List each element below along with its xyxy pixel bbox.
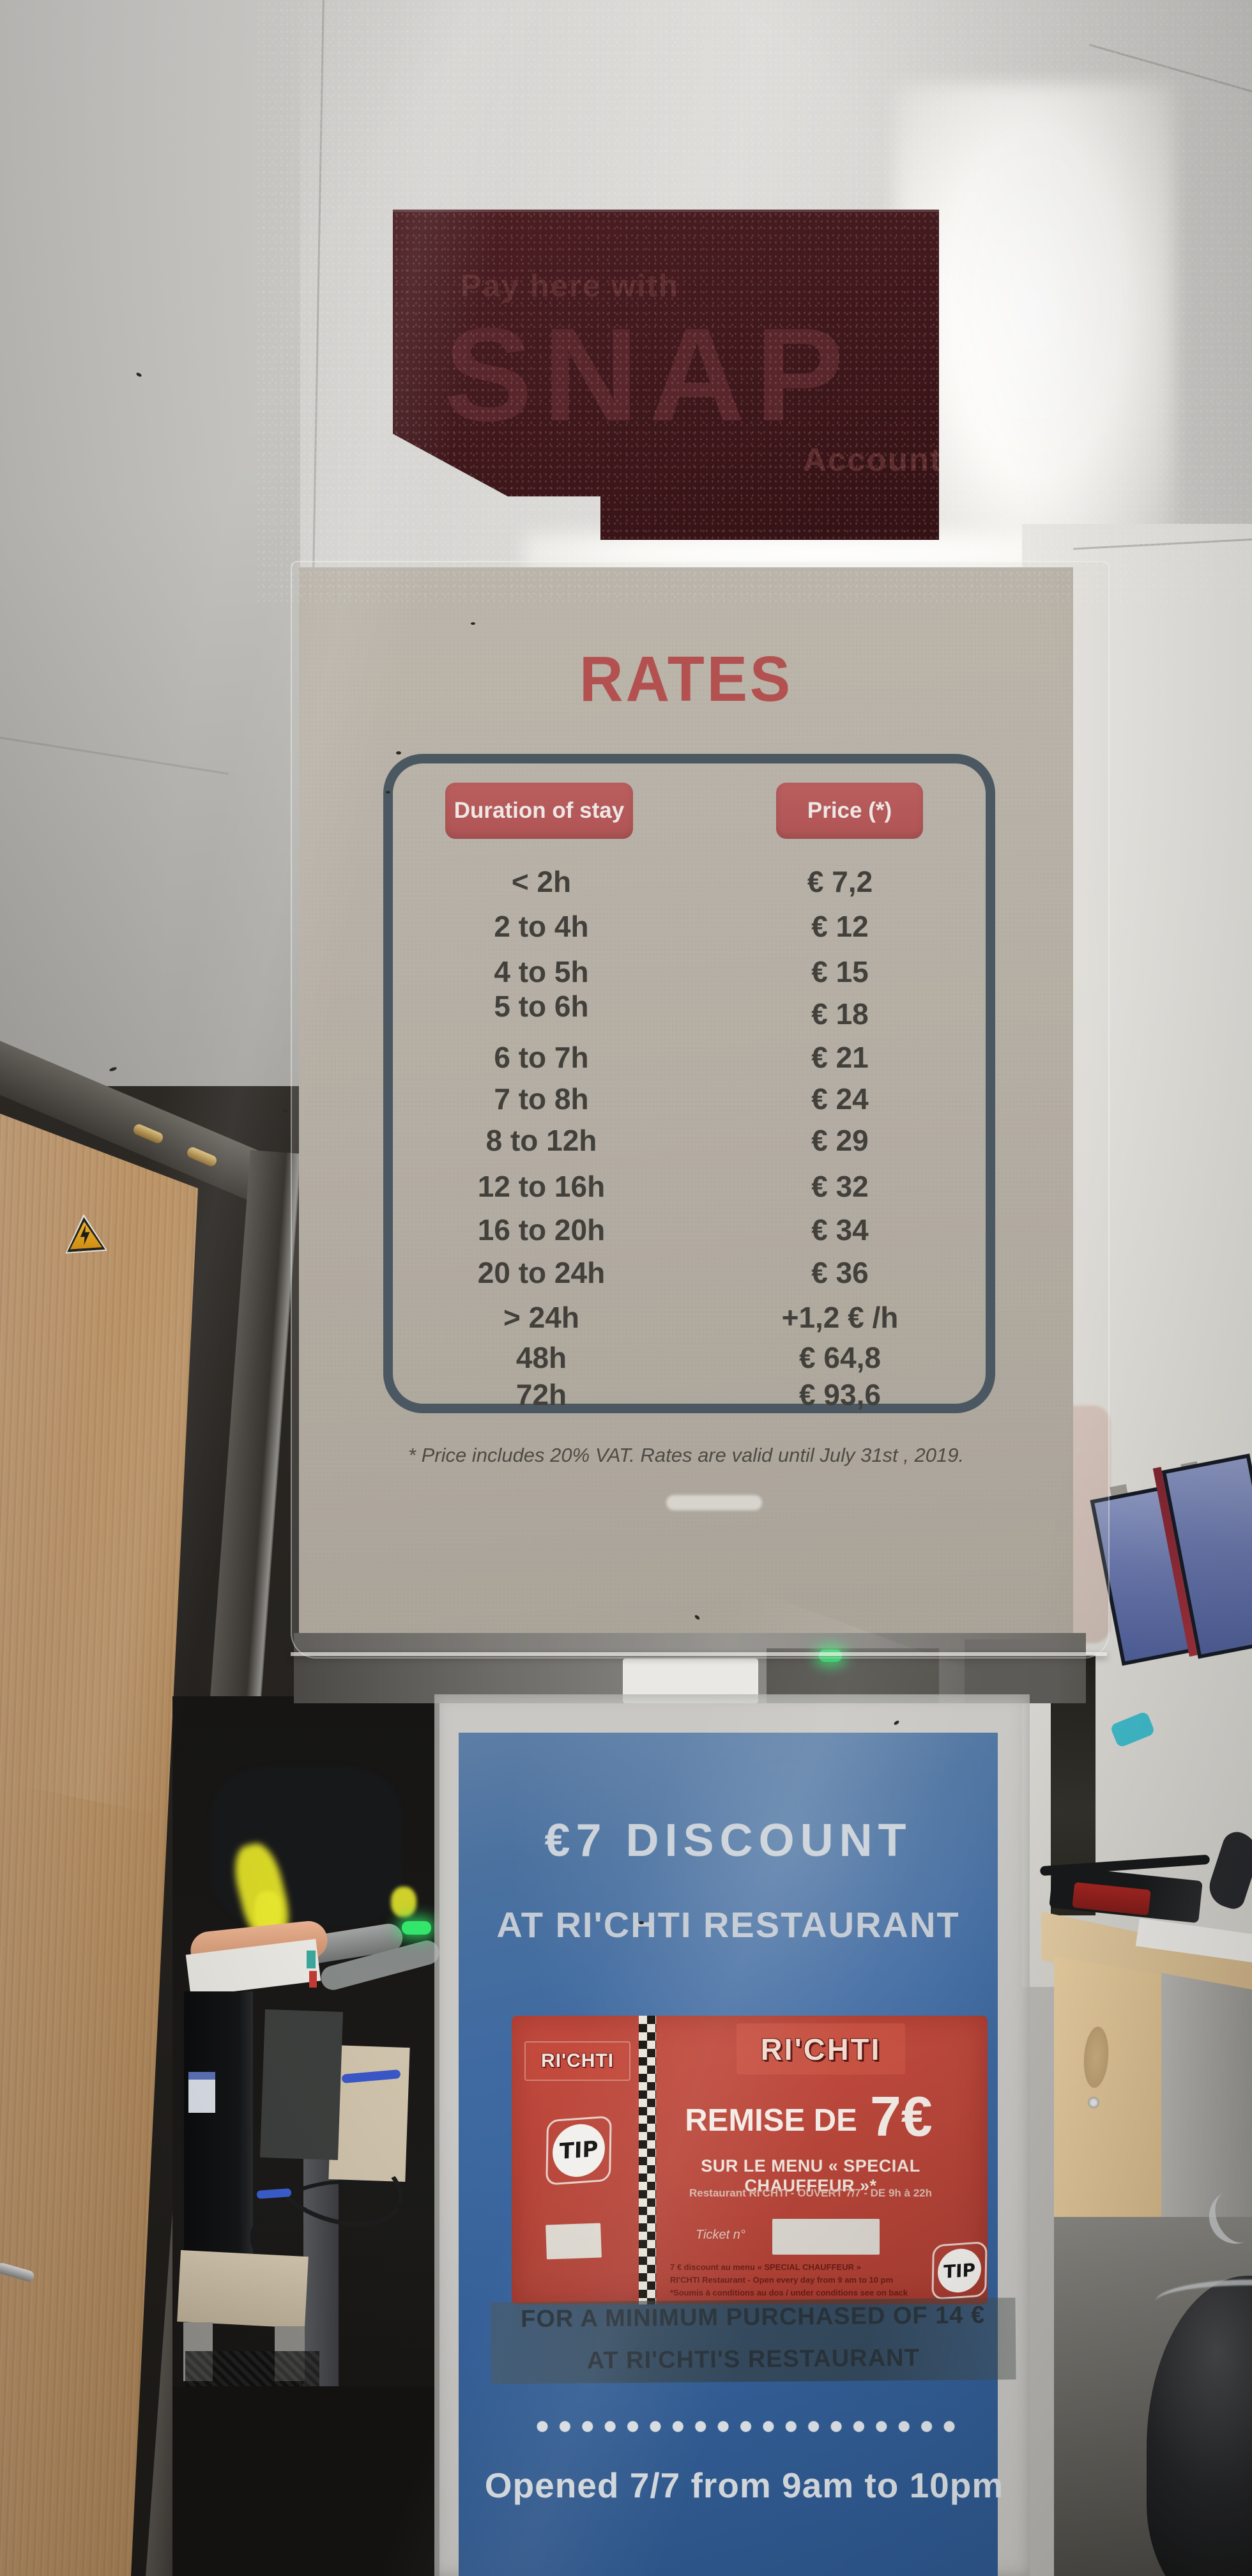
green-led xyxy=(402,1921,431,1935)
opening-hours: Opened 7/7 from 9am to 10pm xyxy=(473,2465,1016,2506)
coupon-fine-print: *Soumis à conditions au dos / under cond… xyxy=(670,2288,945,2297)
equipment-rack xyxy=(965,1639,1060,1703)
coupon-stub-brand: RI'CHTI xyxy=(524,2041,630,2081)
offer-prefix: REMISE DE xyxy=(685,2105,857,2142)
table-row: 20 to 24h€ 36 xyxy=(393,1255,986,1294)
glass-speck xyxy=(639,1921,644,1924)
column-header-price: Price (*) xyxy=(776,783,923,839)
table-row: 8 to 12h€ 29 xyxy=(393,1123,986,1162)
table-row: < 2h€ 7,2 xyxy=(393,864,986,903)
checker-divider xyxy=(639,2016,656,2304)
acrylic-holder-bottom-edge xyxy=(291,1652,1107,1656)
glass-sparkle xyxy=(256,0,1252,607)
sign-top-highlight xyxy=(393,210,939,212)
table-row: 5 to 6h€ 18 xyxy=(393,989,986,1031)
vat-footnote: * Price includes 20% VAT. Rates are vali… xyxy=(324,1444,1048,1467)
hi-vis-vest xyxy=(391,1887,416,1917)
ceiling-light-fixture xyxy=(894,83,1175,575)
offer-condition: SUR LE MENU « SPECIAL CHAUFFEUR »* xyxy=(657,2156,964,2196)
column-header-duration: Duration of stay xyxy=(445,783,633,839)
ticket-number-label: Ticket n° xyxy=(696,2228,766,2242)
equipment-rack xyxy=(767,1648,939,1703)
coupon-main-brand: RI'CHTI xyxy=(737,2023,905,2074)
room-behind-holder xyxy=(294,1633,1086,1703)
rates-sign-paper: RATES Duration of stay Price (*) < 2h€ 7… xyxy=(299,567,1073,1633)
table-row: 48h€ 64,8 xyxy=(393,1340,986,1379)
rates-table: Duration of stay Price (*) < 2h€ 7,2 2 t… xyxy=(383,754,995,1413)
bin-chrome-rim xyxy=(1156,2280,1252,2324)
red-cable xyxy=(309,1971,317,1988)
snap-sign-brand: SNAP xyxy=(444,299,891,452)
table-row: > 24h+1,2 € /h xyxy=(393,1300,986,1338)
poster-title: €7 DISCOUNT xyxy=(459,1814,998,1867)
snap-payment-sign: Pay here with SNAP Account xyxy=(393,210,939,540)
paper-texture xyxy=(299,567,1073,1633)
poster-subtitle: AT RI'CHTI RESTAURANT xyxy=(459,1904,998,1945)
glass-speck xyxy=(396,751,401,755)
table-row: 6 to 7h€ 21 xyxy=(393,1040,986,1078)
table-row: 12 to 16h€ 32 xyxy=(393,1169,986,1208)
left-wall xyxy=(0,0,300,1124)
table-row: 72h€ 93,6 xyxy=(393,1377,986,1416)
rates-title: RATES xyxy=(318,643,1053,716)
ticket-number-box xyxy=(772,2219,880,2255)
restaurant-info: Restaurant RI'CHTI - OUVERT 7/7 - DE 9h … xyxy=(657,2187,964,2200)
cabinet-keyhole xyxy=(1088,2097,1099,2108)
coupon-fine-print: RI'CHTI Restaurant - Open every day from… xyxy=(670,2275,945,2285)
acrylic-sign-holder xyxy=(291,561,1110,1659)
floor-shadow xyxy=(172,2386,439,2576)
richti-coupon: RI'CHTI TIP RI'CHTI REMISE DE 7€ SUR LE … xyxy=(512,2016,988,2304)
table-row: 2 to 4h€ 12 xyxy=(393,909,986,947)
teal-cable xyxy=(307,1951,316,1968)
paper-smudge xyxy=(666,1495,762,1510)
snap-sign-suffix: Account xyxy=(674,441,939,479)
dotted-separator xyxy=(533,2417,963,2436)
coupon-fine-print: 7 € discount au menu « SPECIAL CHAUFFEUR… xyxy=(670,2262,945,2272)
small-sign xyxy=(188,2072,215,2113)
table-row: 7 to 8h€ 24 xyxy=(393,1082,986,1120)
glass-speck xyxy=(386,791,390,793)
glass-speck xyxy=(471,622,475,625)
table-row: 16 to 20h€ 34 xyxy=(393,1213,986,1251)
snap-sign-prefix: Pay here with xyxy=(461,268,844,304)
coupon-offer: REMISE DE 7€ xyxy=(662,2088,956,2144)
back-office-view xyxy=(172,1696,439,2576)
table-row: 4 to 5h€ 15 xyxy=(393,954,986,993)
offer-amount: 7€ xyxy=(870,2088,933,2144)
